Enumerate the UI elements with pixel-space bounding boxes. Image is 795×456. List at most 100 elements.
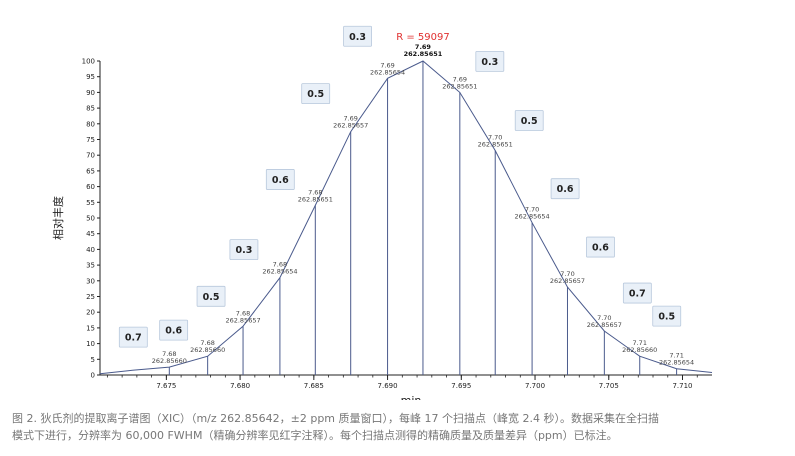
ppm-badge-text: 0.6 bbox=[165, 326, 182, 337]
ppm-badge: 0.5 bbox=[652, 305, 682, 327]
ppm-badge-box bbox=[586, 236, 615, 258]
scan-mass-label: 262.85654 bbox=[659, 359, 694, 367]
x-ticks: 7.675 7.680 7.685 7.690 7.695 7.700 7.705 7.710 bbox=[106, 375, 698, 390]
scan-mass-label: 262.85651 bbox=[404, 50, 443, 58]
ppm-badge-box bbox=[343, 25, 372, 47]
ppm-badge-text: 0.5 bbox=[521, 116, 538, 127]
scan-rt-label: 7.71 bbox=[632, 339, 646, 347]
x-tick-label: 7.710 bbox=[672, 382, 692, 390]
ppm-badge-box bbox=[159, 319, 189, 341]
ppm-badge: 0.6 bbox=[265, 169, 295, 190]
y-tick-label: 25 bbox=[86, 293, 95, 301]
ppm-badge: 0.3 bbox=[475, 51, 505, 72]
ppm-badge-text: 0.5 bbox=[307, 89, 324, 100]
ppm-badge-text: 0.5 bbox=[658, 312, 675, 323]
x-tick-label: 7.675 bbox=[156, 382, 176, 390]
y-tick-label: 75 bbox=[86, 136, 95, 144]
ppm-badge-text: 0.5 bbox=[203, 292, 220, 303]
ppm-badge-text: 0.6 bbox=[272, 175, 289, 186]
scan-rt-label: 7.68 bbox=[200, 339, 214, 347]
ppm-badge-box bbox=[229, 239, 259, 261]
ppm-badge-box bbox=[301, 83, 331, 105]
ppm-badge-box bbox=[475, 51, 505, 72]
scan-rt-label: 7.69 bbox=[343, 115, 357, 123]
y-axis-title: 相对丰度 bbox=[51, 196, 65, 240]
y-tick-label: 90 bbox=[86, 89, 95, 97]
scan-mass-label: 262.85651 bbox=[478, 140, 513, 148]
scan-mass-label: 262.85654 bbox=[262, 268, 297, 276]
scan-mass-label: 262.85660 bbox=[152, 357, 187, 365]
y-tick-label: 80 bbox=[86, 120, 95, 128]
caption-line-2: 模式下进行，分辨率为 60,000 FWHM（精确分辨率见红字注释）。每个扫描点… bbox=[12, 429, 618, 442]
scan-mass-label: 262.85654 bbox=[515, 213, 550, 221]
ppm-badge-text: 0.3 bbox=[349, 32, 366, 43]
scan-sticks bbox=[168, 61, 678, 375]
ppm-badge-box bbox=[265, 169, 295, 190]
xic-chart: 0 5 10 15 20 25 30 35 40 45 50 55 60 65 70 75 80 85 90 95 10… bbox=[51, 25, 713, 400]
x-tick-label: 7.695 bbox=[451, 382, 471, 390]
scan-rt-label: 7.69 bbox=[415, 43, 432, 51]
y-tick-label: 0 bbox=[91, 372, 95, 380]
x-tick-label: 7.685 bbox=[304, 382, 324, 390]
y-ticks: 0 5 10 15 20 25 30 35 40 45 50 55 60 65 70 75 80 85 90 95 10… bbox=[82, 58, 100, 380]
xic-profile-line bbox=[99, 60, 713, 375]
y-tick-label: 50 bbox=[86, 215, 95, 223]
x-tick-label: 7.700 bbox=[525, 382, 545, 390]
y-tick-label: 85 bbox=[86, 105, 95, 113]
scan-mass-label: 262.85654 bbox=[370, 68, 405, 76]
ppm-badge: 0.3 bbox=[229, 239, 259, 261]
scan-mass-label: 262.85651 bbox=[442, 82, 477, 90]
scan-mass-label: 262.85657 bbox=[225, 316, 260, 324]
y-tick-label: 10 bbox=[86, 340, 95, 348]
ppm-badge: 0.6 bbox=[550, 178, 580, 200]
y-tick-label: 5 bbox=[91, 356, 95, 364]
scan-mass-label: 262.85657 bbox=[550, 277, 585, 285]
ppm-badge: 0.3 bbox=[343, 25, 372, 47]
x-tick-label: 7.690 bbox=[378, 382, 398, 390]
ppm-badge-box bbox=[118, 326, 148, 348]
x-tick-label: 7.705 bbox=[599, 382, 619, 390]
scan-rt-label: 7.71 bbox=[669, 352, 683, 360]
y-tick-label: 30 bbox=[86, 277, 95, 285]
ppm-badge-text: 0.6 bbox=[557, 184, 574, 195]
ppm-badges: 0.70.60.50.30.60.50.30.30.30.50.60.60.70… bbox=[118, 25, 682, 348]
scan-rt-label: 7.69 bbox=[453, 75, 467, 83]
ppm-badge-box bbox=[652, 305, 682, 327]
scan-mass-label: 262.85660 bbox=[190, 346, 225, 354]
ppm-badge-box bbox=[550, 178, 580, 200]
y-tick-label: 55 bbox=[86, 199, 95, 207]
ppm-badge-text: 0.7 bbox=[629, 289, 646, 300]
ppm-badge: 0.5 bbox=[301, 83, 331, 105]
y-tick-label: 70 bbox=[86, 152, 95, 160]
scan-mass-label: 262.85651 bbox=[298, 195, 333, 203]
y-tick-label: 60 bbox=[86, 183, 95, 191]
scan-rt-label: 7.70 bbox=[525, 206, 539, 214]
scan-mass-label: 262.85657 bbox=[333, 122, 368, 130]
scan-rt-label: 7.68 bbox=[308, 188, 322, 196]
ppm-badge: 0.5 bbox=[196, 285, 226, 307]
scan-mass-label: 262.85660 bbox=[622, 346, 657, 354]
ppm-badge-text: 0.6 bbox=[592, 243, 609, 254]
y-tick-label: 65 bbox=[86, 167, 95, 175]
scan-rt-label: 7.70 bbox=[597, 314, 611, 322]
ppm-badge: 0.7 bbox=[118, 326, 148, 348]
scan-rt-label: 7.68 bbox=[236, 309, 250, 317]
ppm-badge: 0.6 bbox=[586, 236, 615, 258]
ppm-badge-box bbox=[196, 285, 226, 307]
scan-mass-label: 262.85657 bbox=[587, 321, 622, 329]
figure-caption: 图 2. 狄氏剂的提取离子谱图（XIC）（m/z 262.85642，±2 pp… bbox=[12, 410, 787, 444]
caption-line-1: 图 2. 狄氏剂的提取离子谱图（XIC）（m/z 262.85642，±2 pp… bbox=[12, 412, 659, 425]
scan-rt-label: 7.70 bbox=[560, 270, 574, 278]
ppm-badge-text: 0.3 bbox=[235, 245, 252, 256]
scan-rt-label: 7.70 bbox=[488, 133, 502, 141]
ppm-badge-box bbox=[622, 282, 652, 304]
ppm-badge-text: 0.3 bbox=[481, 57, 498, 68]
y-tick-label: 100 bbox=[82, 58, 95, 66]
ppm-badge: 0.7 bbox=[622, 282, 652, 304]
scan-rt-label: 7.68 bbox=[162, 350, 176, 358]
resolution-label: R = 59097 bbox=[396, 32, 450, 43]
y-tick-label: 40 bbox=[86, 246, 95, 254]
x-axis-title: min bbox=[401, 394, 422, 400]
scan-annotations: 7.68262.856607.68262.856607.68262.856577… bbox=[152, 43, 694, 367]
scan-rt-label: 7.69 bbox=[380, 61, 394, 69]
